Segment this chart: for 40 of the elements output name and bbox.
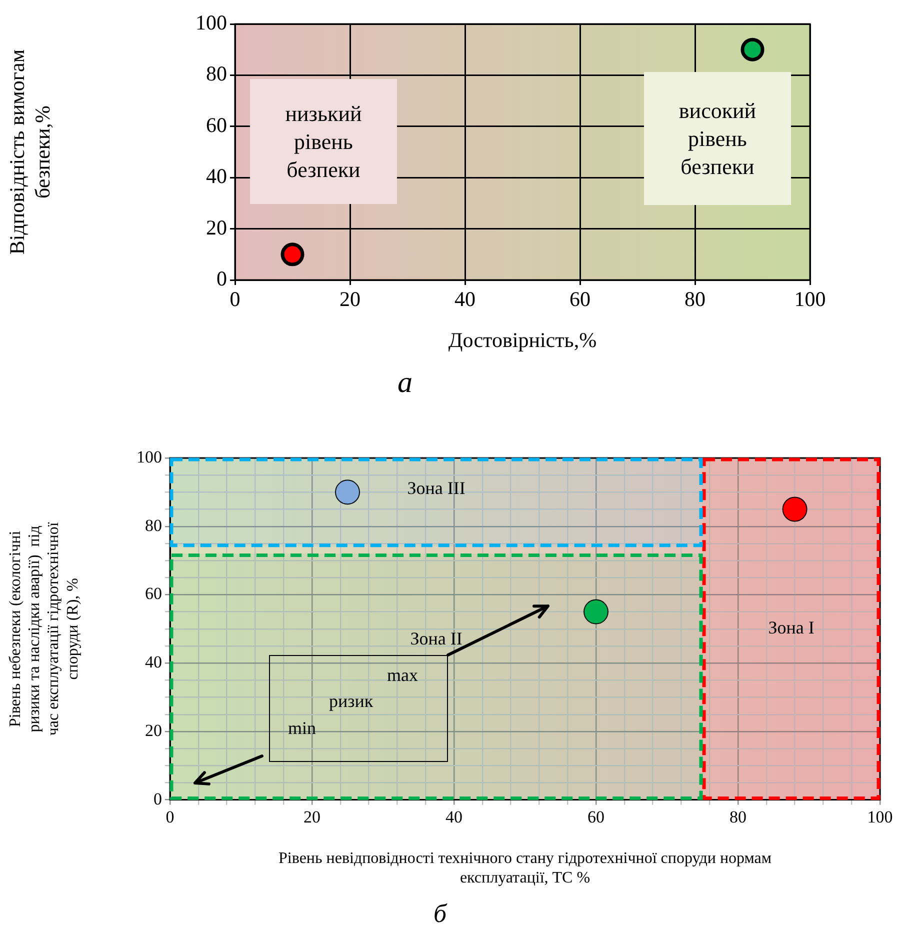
annotation: ризик	[329, 691, 374, 711]
x-tick-label: 80	[684, 287, 706, 312]
x-tick-label: 20	[340, 287, 360, 312]
annotation: max	[387, 665, 418, 685]
y-tick-label: 80	[145, 516, 162, 535]
x-tick-label: 60	[570, 287, 590, 312]
x-tick-label: 80	[730, 807, 746, 826]
annotation: min	[288, 718, 316, 738]
point	[584, 599, 608, 624]
band-label: Зона III	[407, 478, 466, 498]
x-axis-title: Достовірність,%	[448, 328, 597, 352]
y-tick-label: 40	[206, 164, 227, 188]
y-axis-title: Відповідність вимогам безпеки,%	[5, 49, 54, 255]
band-label: Зона I	[768, 618, 814, 638]
y-tick-label: 20	[145, 720, 162, 740]
y-tick-label: 20	[206, 215, 227, 240]
y-tick-label: 100	[196, 10, 227, 35]
y-tick-label: 0	[216, 266, 227, 291]
text: а	[398, 366, 412, 399]
x-tick-label: 40	[454, 287, 476, 312]
y-tick-label: 100	[136, 447, 162, 466]
text: б	[433, 899, 448, 928]
y-tick-label: 60	[145, 584, 162, 604]
x-tick-label: 40	[446, 807, 462, 826]
text-box: високий рівень безпеки	[644, 72, 791, 205]
y-tick-label: 80	[206, 62, 227, 86]
y-tick-label: 0	[154, 789, 162, 808]
x-tick-label: 60	[588, 807, 604, 826]
y-tick-label: 40	[145, 652, 162, 672]
y-axis-title: Рівень небезпеки (екологічні ризики та наслідки аварії) під час експлуатації гідротехнічної споруди (R), %	[6, 522, 82, 736]
point	[782, 496, 808, 522]
band-label: Зона II	[410, 628, 462, 649]
y-tick-label: 60	[206, 112, 227, 137]
x-tick-label: 0	[166, 807, 174, 826]
x-axis-title: Рівень невідповідності технічного стану гідротехнічної споруди нормам експлуатації, ТС %	[278, 850, 772, 886]
x-tick-label: 100	[794, 287, 826, 312]
x-tick-label: 20	[304, 807, 320, 826]
text-box: низький рівень безпеки	[250, 79, 397, 204]
x-tick-label: 100	[867, 807, 893, 826]
point	[335, 480, 360, 505]
